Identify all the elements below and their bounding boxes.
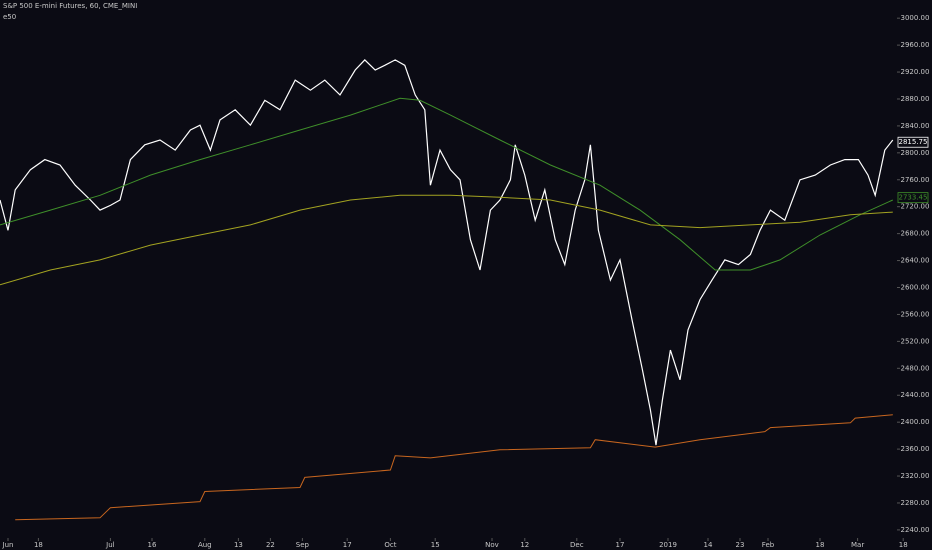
x-tick-label: Sep bbox=[296, 541, 310, 549]
y-tick-label: 2480.00 bbox=[901, 364, 930, 372]
y-tick-label: 2640.00 bbox=[901, 257, 930, 265]
y-tick-label: 2960.00 bbox=[901, 41, 930, 49]
price-label-box bbox=[897, 136, 929, 148]
x-tick-label: 17 bbox=[343, 541, 352, 549]
indicator-label: e50 bbox=[3, 13, 16, 21]
x-tick-label: Jul bbox=[105, 541, 115, 549]
x-tick-label: 17 bbox=[616, 541, 625, 549]
x-tick-label: 18 bbox=[816, 541, 825, 549]
x-tick-label: Aug bbox=[198, 541, 212, 549]
x-tick-label: Jun bbox=[2, 541, 14, 549]
y-tick-label: 2920.00 bbox=[901, 68, 930, 76]
x-tick-label: Dec bbox=[570, 541, 584, 549]
y-tick-label: 2320.00 bbox=[901, 472, 930, 480]
x-tick-label: 22 bbox=[266, 541, 275, 549]
x-tick-label: Oct bbox=[384, 541, 396, 549]
x-tick-label: Nov bbox=[485, 541, 499, 549]
x-tick-label: 18 bbox=[34, 541, 43, 549]
x-tick-label: Feb bbox=[762, 541, 775, 549]
x-tick-label: 14 bbox=[704, 541, 713, 549]
y-tick-label: 2400.00 bbox=[901, 418, 930, 426]
y-tick-label: 2840.00 bbox=[901, 122, 930, 130]
y-tick-label: 2800.00 bbox=[901, 149, 930, 157]
series-line bbox=[0, 194, 893, 286]
x-tick-label: 16 bbox=[148, 541, 157, 549]
x-tick-label: 2019 bbox=[659, 541, 677, 549]
y-tick-label: 2880.00 bbox=[901, 95, 930, 103]
y-tick-label: 2520.00 bbox=[901, 337, 930, 345]
chart-title: S&P 500 E-mini Futures, 60, CME_MINI bbox=[3, 2, 137, 10]
series-line bbox=[0, 97, 894, 271]
y-tick-label: 3000.00 bbox=[901, 14, 930, 22]
y-tick-label: 2280.00 bbox=[901, 499, 930, 507]
x-tick-label: 23 bbox=[736, 541, 745, 549]
y-tick-label: 2440.00 bbox=[901, 391, 930, 399]
y-tick-label: 2600.00 bbox=[901, 284, 930, 292]
price-label: 2733.45 bbox=[899, 194, 928, 202]
x-tick-label: 15 bbox=[431, 541, 440, 549]
y-tick-label: 2240.00 bbox=[901, 526, 930, 534]
y-tick-label: 2680.00 bbox=[901, 230, 930, 238]
series-line bbox=[0, 59, 894, 446]
y-tick-label: 2760.00 bbox=[901, 176, 930, 184]
price-label: 2815.75 bbox=[899, 138, 928, 146]
x-tick-label: 18 bbox=[899, 541, 908, 549]
y-tick-label: 2720.00 bbox=[901, 203, 930, 211]
series-line bbox=[15, 414, 893, 521]
y-tick-label: 2360.00 bbox=[901, 445, 930, 453]
y-tick-label: 2560.00 bbox=[901, 310, 930, 318]
price-label-box bbox=[897, 192, 929, 204]
x-tick-label: 13 bbox=[234, 541, 243, 549]
x-tick-label: Mar bbox=[851, 541, 864, 549]
x-tick-label: 12 bbox=[520, 541, 529, 549]
